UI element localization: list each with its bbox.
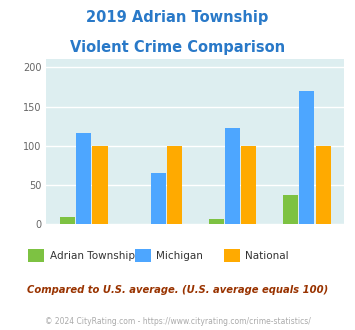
Bar	[60, 216, 75, 224]
Text: National: National	[245, 251, 289, 261]
Bar	[151, 173, 165, 224]
Text: © 2024 CityRating.com - https://www.cityrating.com/crime-statistics/: © 2024 CityRating.com - https://www.city…	[45, 317, 310, 326]
Bar	[225, 128, 240, 224]
Bar	[283, 195, 298, 224]
Text: Compared to U.S. average. (U.S. average equals 100): Compared to U.S. average. (U.S. average …	[27, 285, 328, 295]
Text: Michigan: Michigan	[156, 251, 203, 261]
Text: 2019 Adrian Township: 2019 Adrian Township	[86, 10, 269, 25]
Bar	[76, 133, 91, 224]
Bar	[241, 146, 256, 224]
Bar	[92, 146, 108, 224]
Bar	[208, 219, 224, 224]
Bar	[167, 146, 182, 224]
Text: Violent Crime Comparison: Violent Crime Comparison	[70, 40, 285, 54]
Bar	[299, 91, 315, 224]
Text: Adrian Township: Adrian Township	[50, 251, 135, 261]
Bar	[316, 146, 331, 224]
